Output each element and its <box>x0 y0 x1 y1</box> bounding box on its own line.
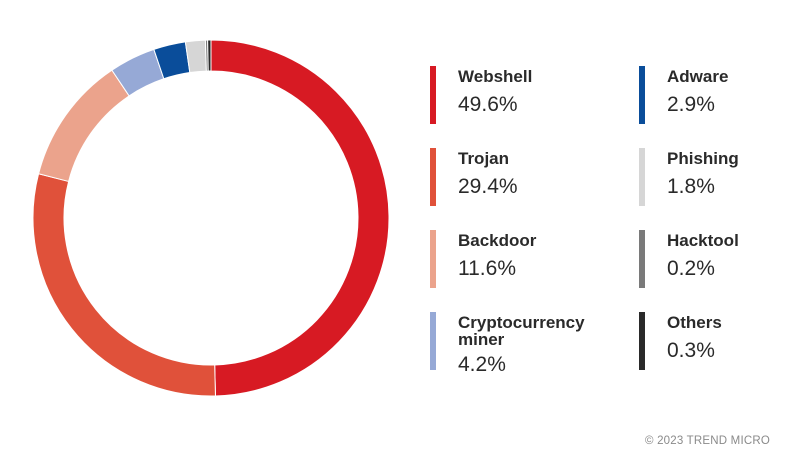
legend-label: Webshell <box>458 67 533 86</box>
legend-item-phishing: Phishing 1.8% <box>639 148 800 210</box>
legend-value: 4.2% <box>458 353 506 376</box>
chart-legend: Webshell 49.6% Trojan 29.4% Backdoor 11.… <box>430 66 790 386</box>
legend-label: Phishing <box>667 149 739 168</box>
donut-slice-webshell <box>210 39 390 397</box>
legend-swatch <box>639 312 645 370</box>
legend-item-others: Others 0.3% <box>639 312 800 374</box>
legend-value: 1.8% <box>667 175 715 198</box>
legend-item-adware: Adware 2.9% <box>639 66 800 128</box>
legend-value: 2.9% <box>667 93 715 116</box>
legend-swatch <box>430 312 436 370</box>
legend-swatch <box>639 230 645 288</box>
legend-item-hacktool: Hacktool 0.2% <box>639 230 800 292</box>
legend-value: 29.4% <box>458 175 518 198</box>
legend-swatch <box>639 66 645 124</box>
legend-item-webshell: Webshell 49.6% <box>430 66 605 128</box>
legend-label: Hacktool <box>667 231 739 250</box>
legend-swatch <box>430 230 436 288</box>
legend-item-backdoor: Backdoor 11.6% <box>430 230 605 292</box>
legend-label: Trojan <box>458 149 510 168</box>
donut-slice-others <box>207 39 212 72</box>
legend-item-trojan: Trojan 29.4% <box>430 148 605 210</box>
donut-chart <box>32 39 390 397</box>
legend-swatch <box>430 148 436 206</box>
donut-slice-backdoor <box>37 69 130 183</box>
legend-value: 11.6% <box>458 257 516 280</box>
donut-slice-trojan <box>32 173 216 397</box>
copyright-notice: © 2023 TREND MICRO <box>645 435 770 447</box>
legend-value: 49.6% <box>458 93 518 116</box>
legend-label: Others <box>667 313 722 332</box>
legend-swatch <box>639 148 645 206</box>
legend-label: Adware <box>667 67 729 86</box>
legend-label: Cryptocurrency miner <box>458 313 585 349</box>
legend-item-cryptocurrency-miner: Cryptocurrency miner 4.2% <box>430 312 605 376</box>
legend-swatch <box>430 66 436 124</box>
legend-value: 0.2% <box>667 257 715 280</box>
legend-label: Backdoor <box>458 231 537 250</box>
legend-value: 0.3% <box>667 339 715 362</box>
